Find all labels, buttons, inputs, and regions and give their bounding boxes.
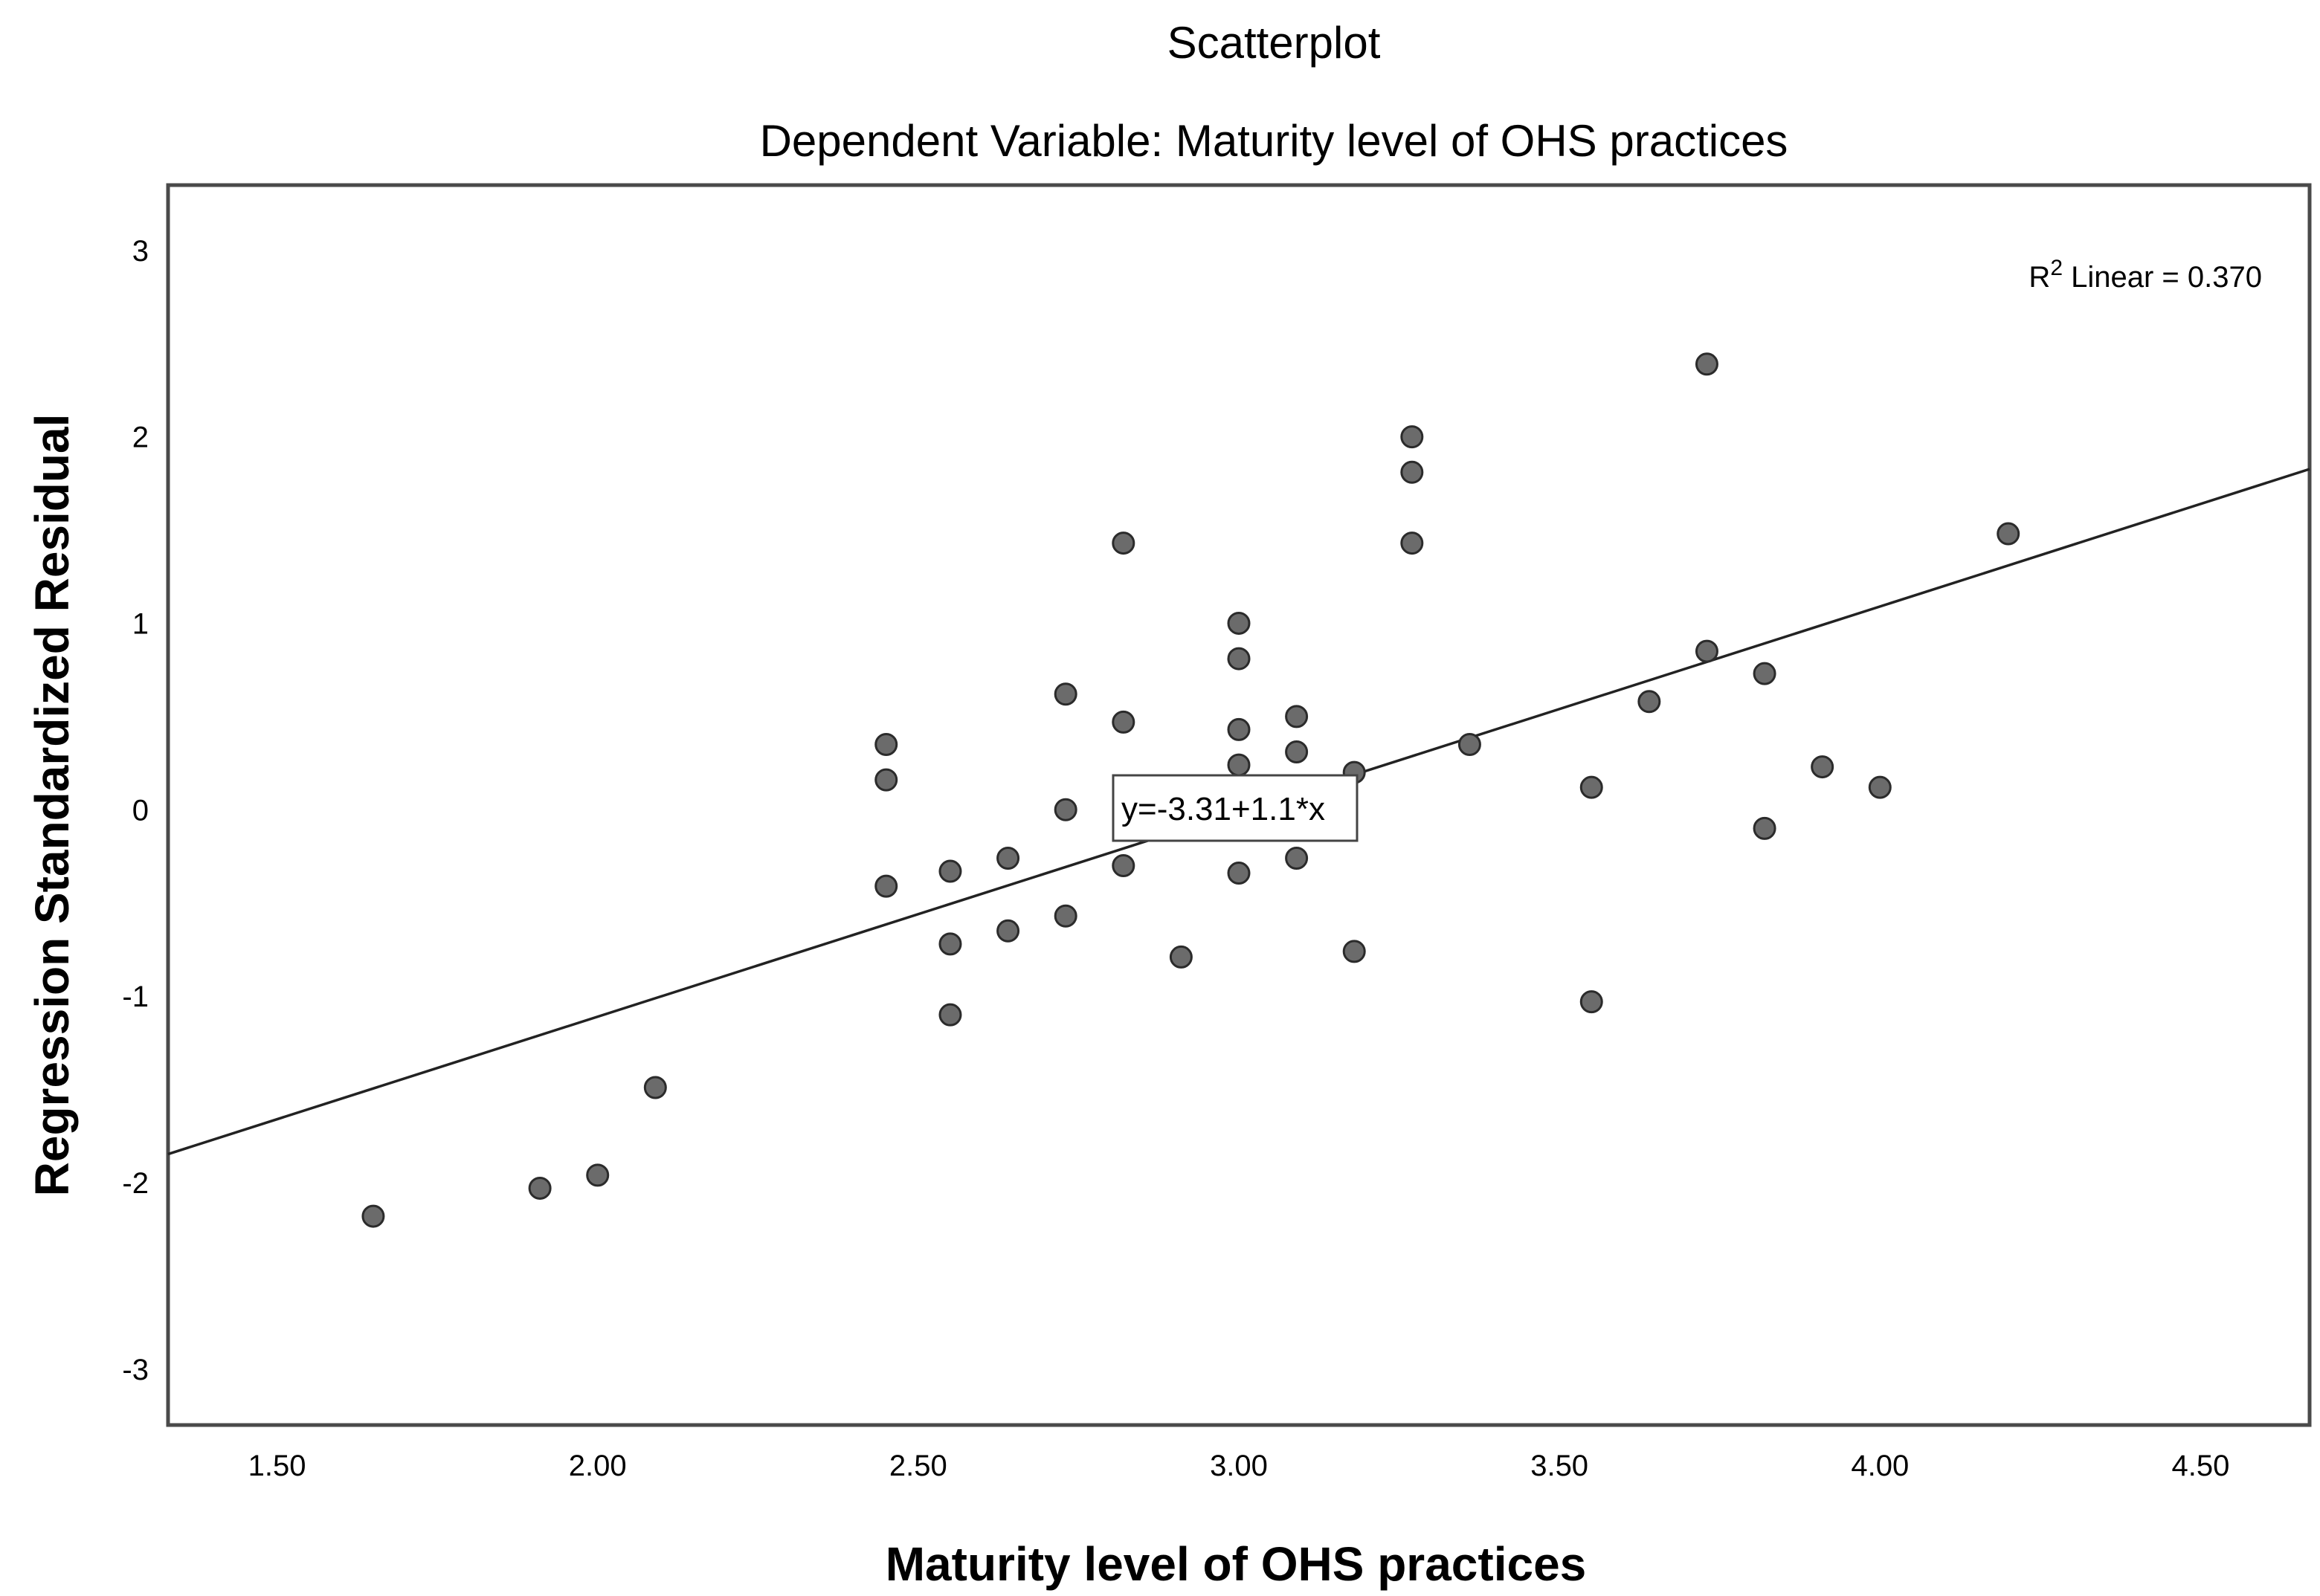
data-point xyxy=(1579,990,1603,1014)
y-tick-label: -1 xyxy=(122,980,149,1013)
chart-subtitle: Dependent Variable: Maturity level of OH… xyxy=(760,116,1788,166)
data-point xyxy=(874,732,898,756)
x-tick-labels: 1.50 2.00 2.50 3.00 3.50 4.00 4.50 xyxy=(248,1450,2230,1482)
data-point xyxy=(1169,945,1193,969)
data-point xyxy=(996,846,1020,870)
data-point xyxy=(1637,690,1661,714)
data-point xyxy=(643,1076,667,1099)
data-point xyxy=(1227,647,1251,671)
data-point xyxy=(1054,798,1077,821)
data-point xyxy=(586,1163,610,1187)
x-tick-label: 4.00 xyxy=(1851,1450,1909,1482)
fit-equation-box xyxy=(1112,774,1359,842)
data-point xyxy=(1868,775,1892,799)
data-point xyxy=(1400,460,1424,484)
fit-equation-label: y=-3.31+1.1*x xyxy=(1112,774,1359,842)
data-point xyxy=(1753,662,1776,685)
x-axis-label: Maturity level of OHS practices xyxy=(886,1537,1587,1591)
x-tick-label: 3.00 xyxy=(1210,1450,1268,1482)
data-point xyxy=(938,859,962,883)
r2-annotation: R2 Linear = 0.370 xyxy=(2029,256,2262,294)
x-tick-label: 4.50 xyxy=(2171,1450,2229,1482)
data-point xyxy=(1753,816,1776,840)
data-point xyxy=(996,919,1020,943)
data-point xyxy=(1695,639,1718,663)
data-point xyxy=(1112,854,1135,878)
fit-equation-text: y=-3.31+1.1*x xyxy=(1121,791,1325,827)
x-tick-label: 2.00 xyxy=(569,1450,627,1482)
data-point xyxy=(938,932,962,956)
data-point xyxy=(1400,425,1424,449)
data-point xyxy=(1112,710,1135,734)
data-points xyxy=(361,352,2020,1228)
data-point xyxy=(1227,862,1251,885)
data-point xyxy=(1227,753,1251,777)
y-tick-labels: -3 -2 -1 0 1 2 3 xyxy=(122,235,149,1386)
data-point xyxy=(874,768,898,792)
data-point xyxy=(1400,532,1424,555)
data-point xyxy=(938,1003,962,1027)
r2-superscript: 2 xyxy=(2050,256,2063,280)
data-point xyxy=(1997,522,2020,546)
data-point xyxy=(1695,352,1718,376)
data-point xyxy=(1227,611,1251,635)
y-tick-label: -2 xyxy=(122,1167,149,1200)
y-tick-label: 2 xyxy=(132,421,149,454)
x-tick-label: 1.50 xyxy=(248,1450,306,1482)
y-tick-label: 3 xyxy=(132,235,149,268)
y-axis-label: Regression Standardized Residual xyxy=(25,414,79,1197)
data-point xyxy=(1285,846,1309,870)
chart-title: Scatterplot xyxy=(1167,18,1381,68)
data-point xyxy=(1457,732,1481,756)
data-point xyxy=(1811,755,1834,779)
data-point xyxy=(528,1176,552,1200)
x-tick-label: 2.50 xyxy=(889,1450,947,1482)
y-tick-label: 1 xyxy=(132,607,149,640)
data-point xyxy=(1112,532,1135,555)
data-point xyxy=(1285,740,1309,764)
data-point xyxy=(1054,682,1077,706)
y-tick-label: -3 xyxy=(122,1354,149,1386)
y-tick-label: 0 xyxy=(132,794,149,827)
r2-prefix: R xyxy=(2029,261,2050,294)
data-point xyxy=(1227,717,1251,741)
data-point xyxy=(874,874,898,898)
r2-text: Linear = 0.370 xyxy=(2063,261,2262,294)
data-point xyxy=(1054,904,1077,928)
data-point xyxy=(1579,775,1603,799)
data-point xyxy=(1285,705,1309,728)
data-point xyxy=(1342,940,1366,963)
x-tick-label: 3.50 xyxy=(1530,1450,1588,1482)
data-point xyxy=(361,1204,385,1228)
